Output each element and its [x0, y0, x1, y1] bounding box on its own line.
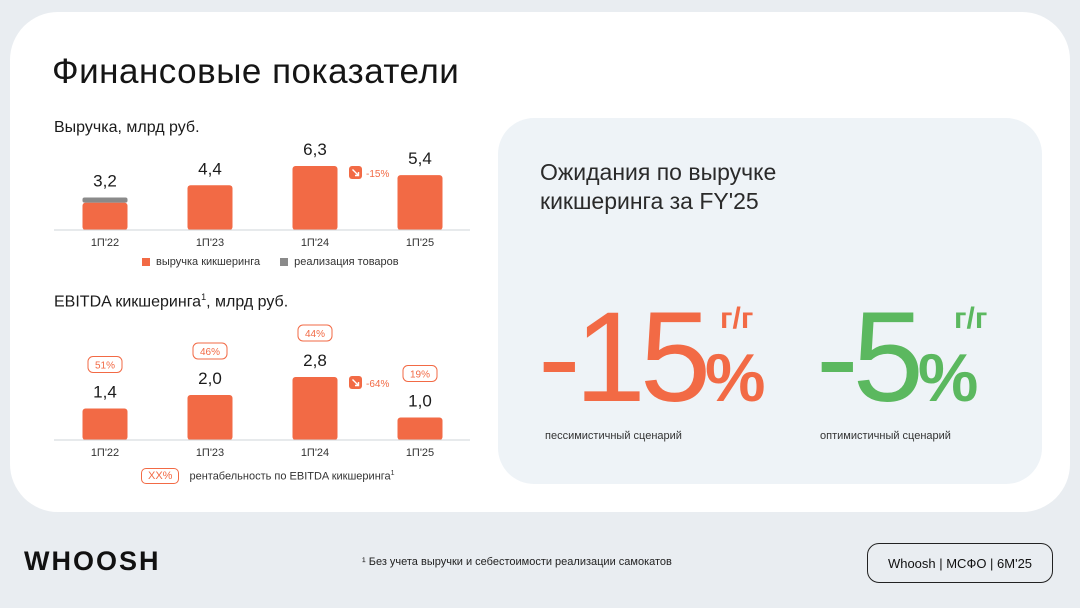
- revenue-value-label: 3,2: [93, 171, 117, 190]
- ebitda-title-suffix: , млрд руб.: [206, 293, 289, 311]
- legend-margin-sup: 1: [390, 469, 395, 477]
- ebitda-bar: [397, 417, 443, 440]
- legend-margin-box: XX%: [141, 468, 180, 484]
- forecast-panel: Ожидания по выручке кикшеринга за FY'25 …: [498, 118, 1042, 484]
- revenue-value-label: 4,4: [198, 159, 222, 178]
- revenue-legend: выручка кикшеринга реализация товаров: [142, 256, 413, 268]
- ebitda-value-label: 1,4: [93, 383, 117, 402]
- ebitda-title: EBITDA кикшеринга1, млрд руб.: [54, 292, 288, 311]
- ebitda-bar: [187, 395, 233, 440]
- revenue-bar-kicksharing: [187, 185, 233, 230]
- pessimistic-yoy: г/г: [720, 302, 754, 335]
- revenue-value-label: 5,4: [408, 149, 432, 168]
- ebitda-margin-badge: [192, 342, 228, 360]
- ebitda-value-label: 2,8: [303, 351, 327, 370]
- revenue-change-label: -15%: [366, 169, 389, 180]
- ebitda-margin-label: 46%: [200, 347, 220, 358]
- ebitda-margin-badge: [297, 324, 333, 342]
- forecast-title: Ожидания по выручке кикшеринга за FY'25: [540, 158, 860, 216]
- legend-swatch-goods: [280, 258, 289, 266]
- ebitda-tick-label: 1П'23: [196, 447, 224, 459]
- revenue-value-label: 6,3: [303, 140, 327, 159]
- ebitda-change-label: -64%: [366, 379, 389, 390]
- ebitda-value-label: 1,0: [408, 392, 432, 411]
- legend-item-goods: реализация товаров: [280, 256, 399, 268]
- ebitda-value-label: 2,0: [198, 369, 222, 388]
- ebitda-margin-badge: [402, 365, 438, 382]
- ebitda-title-main: EBITDA кикшеринга: [54, 293, 202, 311]
- ebitda-tick-label: 1П'24: [301, 447, 329, 459]
- page-title: Финансовые показатели: [52, 52, 460, 91]
- revenue-bar-kicksharing: [397, 175, 443, 230]
- footnote: ¹ Без учета выручки и себестоимости реал…: [362, 556, 672, 568]
- ebitda-tick-label: 1П'22: [91, 447, 119, 459]
- ebitda-title-sup: 1: [201, 292, 207, 302]
- optimistic-value: -5%: [816, 294, 978, 442]
- whoosh-logo: WHOOSH: [24, 546, 161, 576]
- pessimistic-number: -15: [538, 286, 711, 429]
- ebitda-legend: XX% рентабельность по EBITDA кикшеринга1: [141, 468, 395, 484]
- ebitda-margin-label: 19%: [410, 370, 430, 381]
- forecast-title-line1: Ожидания по выручке: [540, 159, 777, 185]
- ebitda-bar: [292, 377, 338, 440]
- ebitda-margin-label: 51%: [95, 361, 115, 372]
- legend-swatch-kicksharing: [142, 258, 150, 266]
- revenue-tick-label: 1П'25: [406, 237, 434, 249]
- pessimistic-label: пессимистичный сценарий: [545, 430, 682, 442]
- revenue-tick-label: 1П'22: [91, 237, 119, 249]
- revenue-bar-kicksharing: [292, 166, 338, 230]
- ebitda-margin-badge: [87, 356, 123, 373]
- legend-label-kicksharing: выручка кикшеринга: [156, 256, 261, 268]
- ebitda-change-arrow-glyph: [352, 379, 360, 387]
- pessimistic-value: -15%: [538, 294, 765, 442]
- revenue-bar-kicksharing: [82, 202, 128, 230]
- forecast-title-line2: кикшеринга за FY'25: [540, 188, 759, 214]
- report-badge: Whoosh | МСФО | 6М'25: [867, 543, 1053, 583]
- legend-label-goods: реализация товаров: [294, 256, 399, 268]
- legend-margin-label: рентабельность по EBITDA кикшеринга1: [189, 470, 394, 483]
- ebitda-bar: [82, 408, 128, 440]
- optimistic-unit: %: [917, 340, 979, 416]
- legend-margin-text: рентабельность по EBITDA кикшеринга: [189, 470, 391, 483]
- revenue-title: Выручка, млрд руб.: [54, 119, 200, 136]
- optimistic-yoy: г/г: [954, 302, 988, 335]
- revenue-bar-goods: [82, 197, 128, 203]
- legend-item-kicksharing: выручка кикшеринга: [142, 256, 260, 268]
- pessimistic-unit: %: [705, 340, 766, 416]
- ebitda-tick-label: 1П'25: [406, 447, 434, 459]
- revenue-change-arrow-glyph: [352, 169, 360, 177]
- optimistic-label: оптимистичный сценарий: [820, 430, 951, 442]
- revenue-tick-label: 1П'24: [301, 237, 329, 249]
- ebitda-margin-label: 44%: [305, 329, 325, 340]
- revenue-tick-label: 1П'23: [196, 237, 224, 249]
- optimistic-number: -5: [816, 286, 924, 429]
